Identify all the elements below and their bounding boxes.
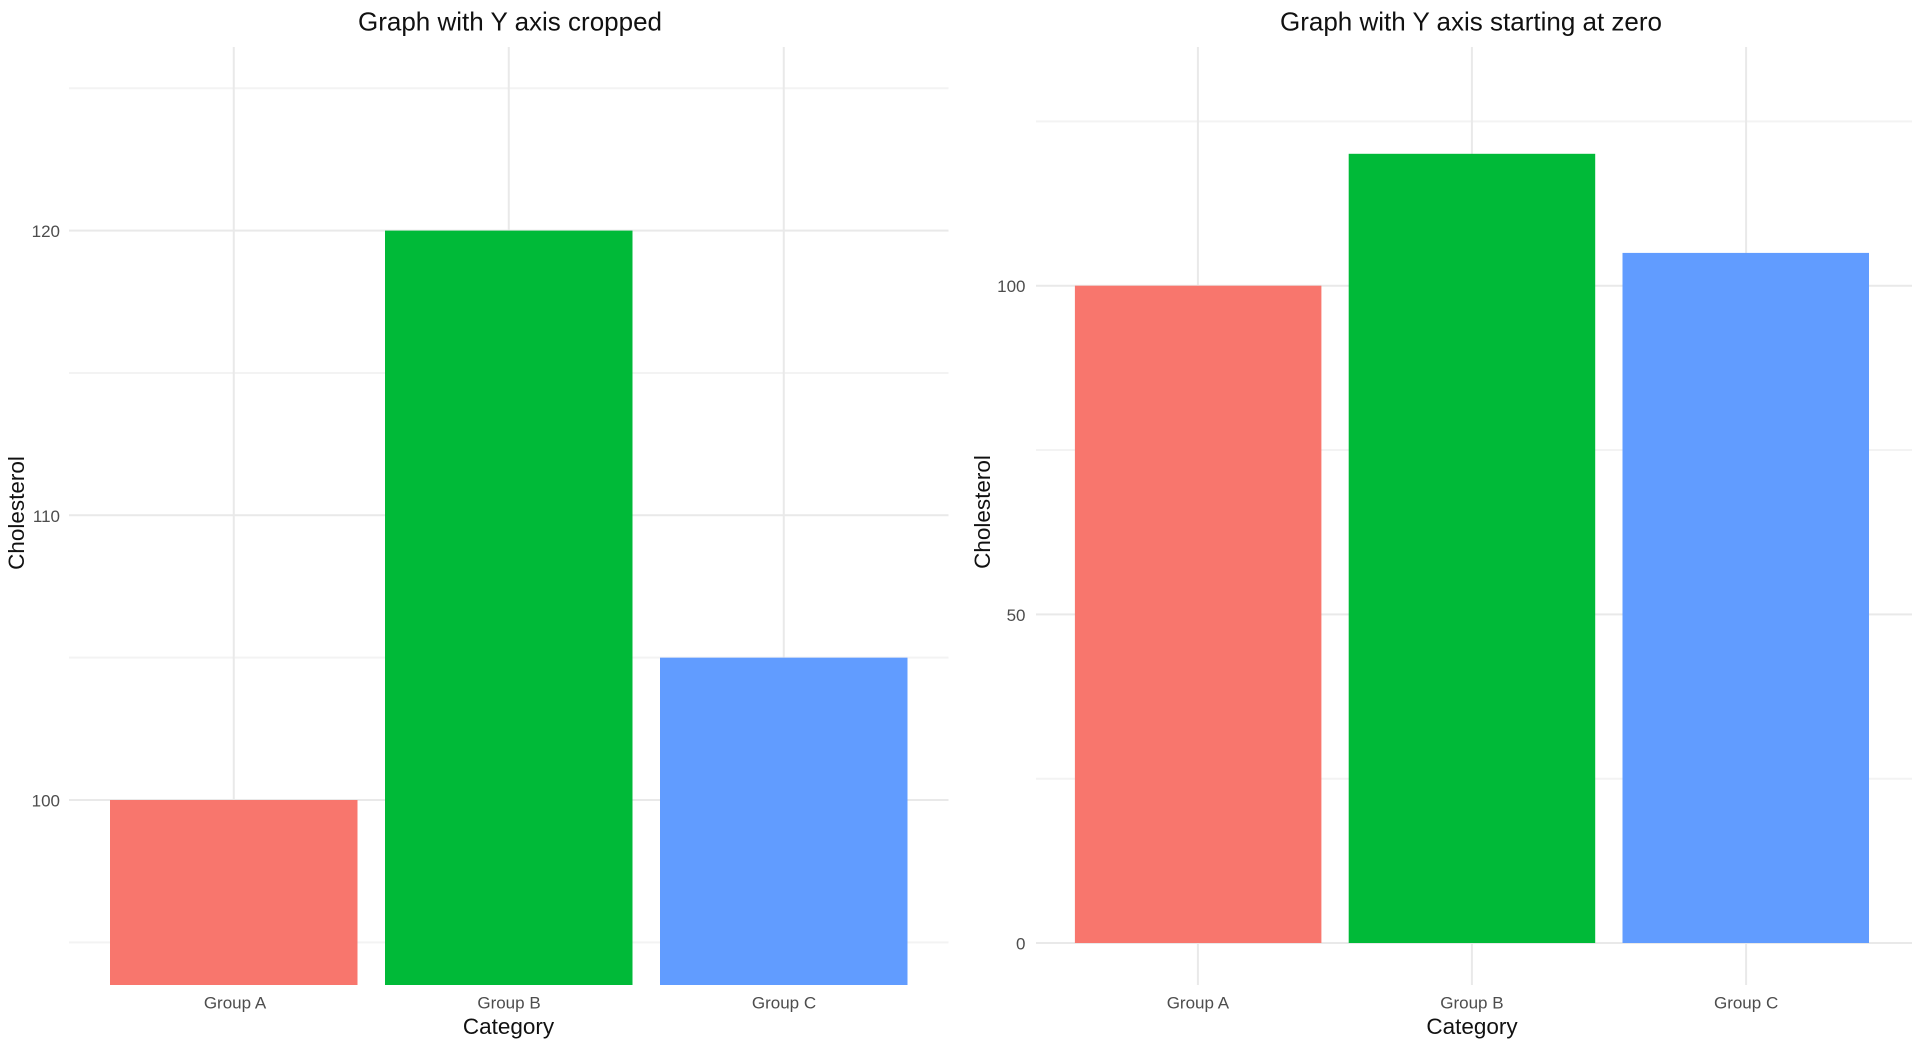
- svg-text:Group C: Group C: [1714, 994, 1778, 1013]
- svg-text:Group A: Group A: [1167, 994, 1230, 1013]
- svg-text:100: 100: [997, 277, 1025, 296]
- svg-text:Group A: Group A: [204, 994, 267, 1013]
- svg-text:50: 50: [1007, 606, 1026, 625]
- svg-text:110: 110: [33, 507, 60, 526]
- svg-text:Graph with Y axis starting at: Graph with Y axis starting at zero: [1280, 7, 1662, 37]
- svg-text:Group B: Group B: [477, 994, 540, 1013]
- svg-text:100: 100: [32, 792, 60, 811]
- svg-text:0: 0: [1016, 935, 1025, 954]
- svg-text:Cholesterol: Cholesterol: [4, 456, 29, 570]
- svg-text:120: 120: [32, 222, 60, 241]
- svg-text:Cholesterol: Cholesterol: [970, 455, 995, 569]
- svg-text:Category: Category: [1426, 1014, 1518, 1039]
- svg-text:Category: Category: [463, 1014, 555, 1039]
- svg-text:Group C: Group C: [752, 994, 816, 1013]
- svg-text:Graph with Y axis cropped: Graph with Y axis cropped: [358, 7, 662, 37]
- svg-text:Group B: Group B: [1440, 994, 1503, 1013]
